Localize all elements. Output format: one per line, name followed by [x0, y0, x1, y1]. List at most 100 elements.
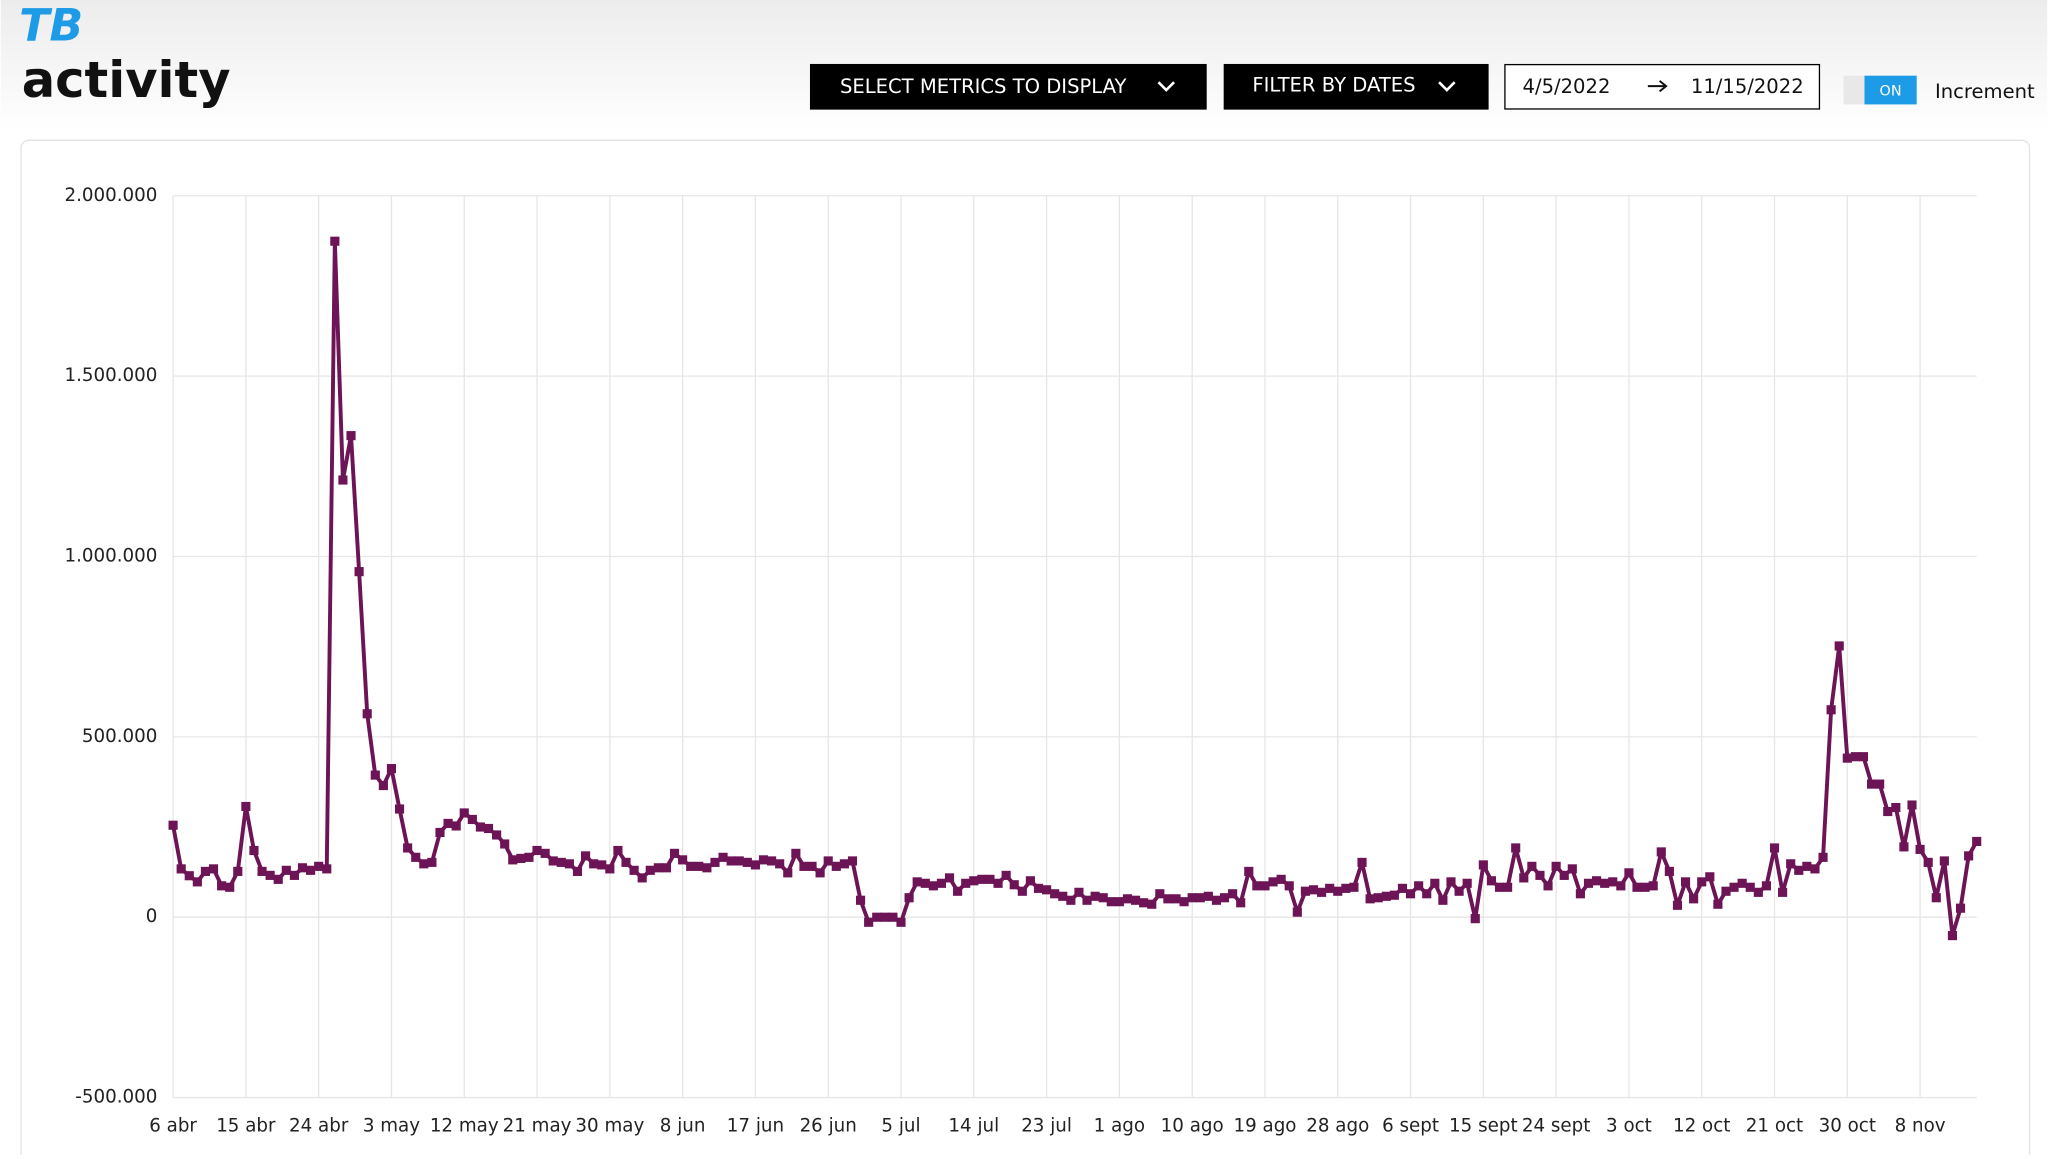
- point: [411, 852, 421, 862]
- point: [1292, 907, 1302, 917]
- dates-button[interactable]: FILTER BY DATES: [1223, 63, 1489, 110]
- point: [1810, 864, 1820, 874]
- point: [459, 808, 469, 818]
- point: [475, 822, 485, 832]
- point: [880, 912, 890, 922]
- point: [1680, 877, 1691, 887]
- point: [1025, 876, 1035, 886]
- point: [168, 820, 178, 830]
- point: [1042, 885, 1052, 895]
- point: [1405, 889, 1416, 899]
- point: [726, 856, 736, 866]
- point: [200, 866, 211, 876]
- x-tick-label: 10 ago: [1161, 1115, 1224, 1136]
- point: [1640, 882, 1650, 892]
- point: [1050, 889, 1060, 899]
- x-tick-label: 8 nov: [1895, 1115, 1946, 1136]
- point: [1664, 866, 1674, 876]
- point: [864, 917, 874, 927]
- point: [831, 861, 841, 871]
- point: [944, 873, 955, 883]
- point: [1972, 836, 1982, 847]
- point: [896, 917, 906, 927]
- metrics-button-bg[interactable]: [809, 63, 1207, 110]
- point: [394, 804, 405, 814]
- logo: TB: [19, 1, 83, 52]
- point: [184, 871, 194, 881]
- point: [370, 770, 380, 780]
- point: [589, 859, 599, 869]
- point: [427, 857, 437, 867]
- point: [1858, 752, 1869, 762]
- point: [823, 856, 833, 866]
- point: [1891, 802, 1901, 813]
- point: [1535, 870, 1545, 880]
- point: [443, 818, 453, 828]
- point: [653, 863, 663, 873]
- date-start[interactable]: 4/5/2022: [1523, 75, 1611, 98]
- point: [467, 814, 477, 825]
- chevron[interactable]: [1157, 81, 1176, 92]
- x-tick-label: 3 may: [363, 1115, 420, 1136]
- point: [1373, 893, 1383, 903]
- point: [403, 843, 413, 853]
- point: [208, 864, 219, 874]
- point: [750, 860, 760, 870]
- date-range[interactable]: 4/5/2022 11/15/2022: [1504, 63, 1821, 110]
- point: [1171, 894, 1181, 904]
- point: [1446, 877, 1456, 887]
- point: [1033, 883, 1044, 893]
- chevron[interactable]: [1438, 81, 1456, 92]
- point: [1761, 881, 1771, 891]
- page-title: activity: [22, 51, 231, 109]
- point: [1349, 882, 1359, 892]
- metrics-button[interactable]: SELECT METRICS TO DISPLAY: [809, 63, 1207, 110]
- point: [985, 874, 995, 884]
- point: [1923, 857, 1933, 867]
- point: [621, 857, 631, 867]
- point: [888, 912, 898, 922]
- point: [1527, 861, 1537, 871]
- point: [1769, 843, 1780, 853]
- x-tick-label: 12 may: [430, 1115, 499, 1136]
- point: [1721, 886, 1731, 896]
- point: [1947, 931, 1958, 941]
- point: [1147, 899, 1157, 909]
- point: [1543, 881, 1553, 891]
- point: [928, 881, 938, 891]
- toggle[interactable]: ON: [1843, 75, 1917, 105]
- point: [225, 882, 235, 892]
- point: [1818, 852, 1828, 862]
- metrics-button-label[interactable]: SELECT METRICS TO DISPLAY: [840, 75, 1127, 98]
- x-tick-label: 26 jun: [800, 1115, 857, 1136]
- point: [1834, 641, 1844, 651]
- toggle-on[interactable]: [1864, 75, 1917, 105]
- point: [815, 868, 825, 878]
- point: [241, 801, 251, 812]
- point: [524, 852, 534, 862]
- point: [791, 848, 801, 858]
- dates-button-label[interactable]: FILTER BY DATES: [1252, 74, 1415, 97]
- point: [540, 848, 550, 858]
- point: [1697, 877, 1707, 887]
- point: [265, 870, 275, 880]
- point: [548, 856, 558, 866]
- point: [702, 863, 712, 873]
- point: [217, 881, 227, 891]
- point: [330, 236, 340, 246]
- point: [1430, 878, 1440, 888]
- date-end[interactable]: 11/15/2022: [1691, 75, 1804, 98]
- point: [1915, 844, 1925, 854]
- point: [532, 845, 542, 856]
- point: [1179, 897, 1189, 907]
- point: [338, 475, 348, 485]
- toggle-text[interactable]: ON: [1880, 83, 1902, 99]
- point: [961, 878, 971, 888]
- point: [1592, 876, 1602, 886]
- x-tick-label: 12 oct: [1673, 1115, 1730, 1136]
- point: [1786, 859, 1796, 869]
- point: [1939, 856, 1949, 866]
- point: [1583, 878, 1594, 888]
- point: [435, 827, 445, 838]
- point: [1438, 895, 1448, 905]
